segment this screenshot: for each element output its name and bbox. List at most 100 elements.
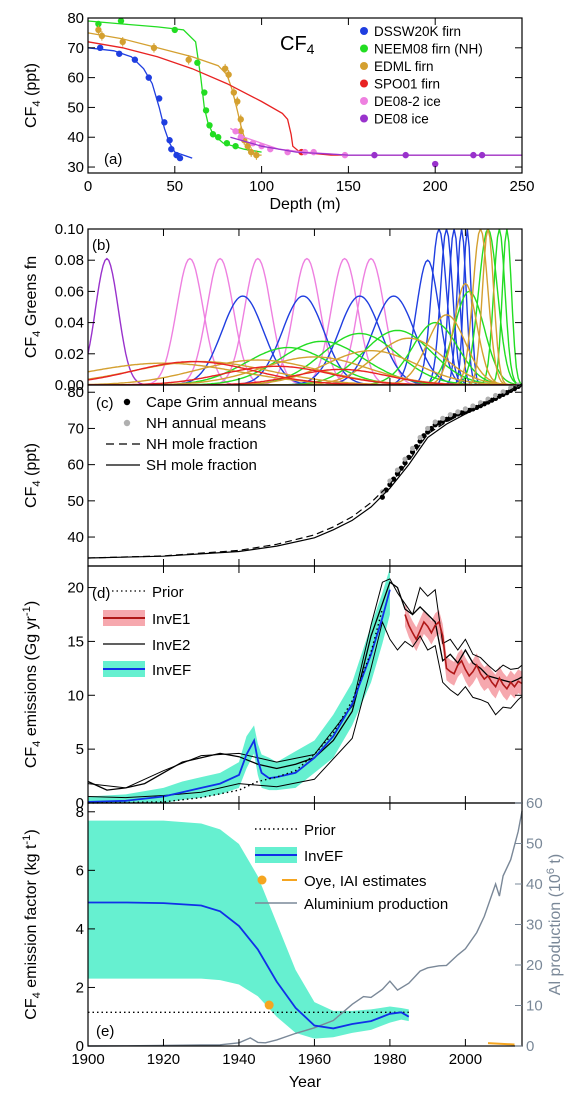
y-tick-label: 0.00 (55, 377, 84, 394)
legend-entry: NH annual means (146, 415, 266, 432)
y-tick-label: 10 (67, 687, 84, 704)
data-point (237, 134, 244, 141)
y2-tick-label: 40 (526, 876, 543, 893)
annual-mean-point (409, 449, 416, 455)
y2-tick-label: 30 (526, 917, 543, 934)
data-point (237, 116, 244, 123)
invef-uncertainty-band (88, 820, 409, 1039)
y-tick-label: 40 (67, 129, 84, 146)
y-tick-label: 70 (67, 40, 84, 57)
data-point (96, 44, 104, 52)
y-axis-label: CF4 (ppt) (23, 443, 43, 508)
legend-entry: InvEF (152, 662, 191, 679)
panel-c-mole-fraction: 40 50 60 70 80 CF4 (ppt) (c) Cape Grim annual m… (23, 382, 523, 567)
x-tick-label: 250 (509, 178, 534, 195)
data-point (171, 26, 178, 34)
greens-function-curve (88, 295, 522, 385)
annual-mean-point (379, 494, 385, 500)
data-point (232, 128, 239, 135)
greens-function-curve (88, 360, 522, 385)
annual-mean-point (440, 415, 446, 421)
data-point (247, 148, 255, 156)
panel-label: (a) (104, 151, 122, 168)
data-point (470, 151, 477, 159)
y-axis-label: CF4 emission factor (kg t-1) (21, 829, 43, 1019)
inve2-lower-bound (87, 620, 523, 799)
greens-function-curve (88, 257, 522, 385)
y-tick-label: 20 (67, 580, 84, 597)
data-point (478, 151, 486, 159)
x-tick-label: 100 (249, 178, 274, 195)
data-point (202, 107, 210, 114)
panel-label: (c) (96, 395, 114, 412)
data-point (232, 142, 239, 150)
aluminium-production-line (87, 810, 523, 1047)
data-point (244, 142, 251, 150)
data-point (215, 134, 222, 141)
legend-marker (360, 79, 368, 88)
y-tick-label: 80 (67, 10, 84, 27)
y-axis-label: CF4 Greens fn (23, 256, 43, 358)
legend-entry: Prior (152, 584, 184, 601)
y-tick-label: 50 (67, 99, 84, 116)
invef-line (88, 901, 410, 1030)
invef-line (87, 589, 391, 803)
legend-marker (257, 875, 267, 885)
y-tick-label: 0 (76, 1038, 84, 1055)
annual-mean-point (417, 434, 423, 441)
greens-function-curve (88, 229, 522, 385)
data-point (209, 131, 217, 138)
legend-entry: NH mole fraction (146, 436, 258, 453)
legend-entry: DE08 ice (374, 112, 429, 127)
data-point (253, 151, 260, 159)
inve1-line (404, 614, 523, 691)
x-tick-label: 1980 (373, 1051, 406, 1068)
legend-entry: InvE1 (152, 611, 190, 628)
mole-fraction-line (87, 383, 523, 559)
annual-mean-point (425, 429, 431, 435)
y-tick-label: 6 (76, 862, 84, 879)
data-point (201, 89, 208, 96)
annual-mean-point (455, 409, 461, 415)
x-tick-label: 2000 (449, 1051, 482, 1068)
data-point (95, 20, 102, 28)
panel-label: (b) (92, 237, 110, 254)
greens-function-curve (88, 259, 522, 385)
data-point (98, 32, 106, 40)
greens-function-curve (88, 368, 522, 385)
oye-estimate-point (264, 1000, 274, 1010)
y-tick-label: 15 (67, 633, 84, 650)
x-tick-label: 1900 (71, 1051, 104, 1068)
annual-mean-point (470, 403, 476, 409)
depth-curve (230, 136, 522, 156)
annual-mean-point (500, 389, 506, 395)
data-point (234, 98, 241, 105)
y-tick-label: 80 (67, 384, 84, 401)
legend-marker (123, 398, 131, 406)
depth-curve (87, 47, 193, 159)
inve2-upper-bound (87, 578, 523, 789)
data-point (161, 119, 168, 126)
legend-entry: SPO01 firn (374, 77, 440, 92)
legend-entry: Aluminium production (304, 896, 448, 913)
legend-entry: InvEF (304, 848, 343, 865)
panel-e-emission-factor: 1900 1920 1940 1960 1980 20000246801020304050… (21, 795, 564, 1091)
greens-function-curve (88, 362, 522, 385)
annual-mean-point (462, 406, 468, 412)
x-tick-label: 200 (423, 178, 448, 195)
invef-uncertainty-band (88, 568, 390, 803)
inve2-line (87, 581, 523, 791)
legend-entry: DE08-2 ice (374, 94, 441, 109)
greens-function-curve (88, 321, 522, 385)
legend-marker (360, 114, 368, 123)
legend-entry: Oye, IAI estimates (304, 873, 427, 890)
data-point (185, 56, 192, 63)
y-tick-label: 2 (76, 979, 84, 996)
legend-marker (360, 44, 368, 53)
data-point (206, 122, 213, 129)
x-tick-label: 1920 (147, 1051, 180, 1068)
data-point (230, 89, 238, 96)
x-tick-label: 0 (84, 178, 92, 195)
greens-function-curve (88, 229, 522, 385)
